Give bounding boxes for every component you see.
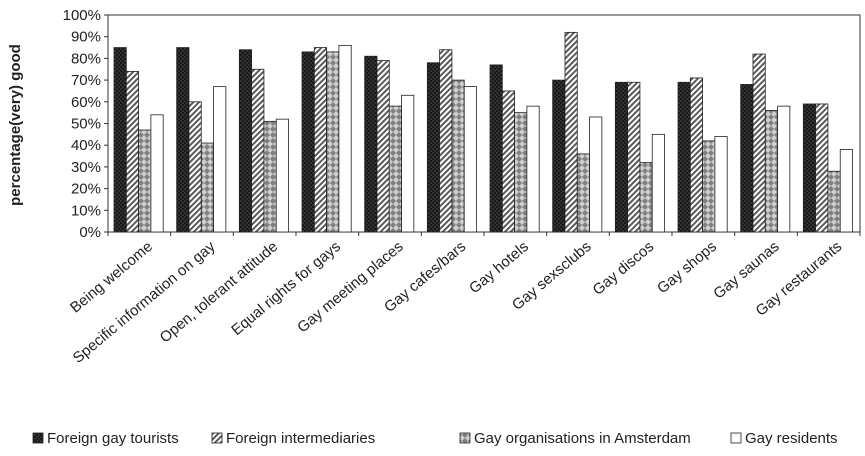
bar-gay-organisations-in-amsterdam-5 bbox=[388, 105, 402, 233]
bar-foreign-intermediaries-7 bbox=[501, 90, 515, 233]
bar-foreign-gay-tourists-12 bbox=[802, 103, 817, 233]
legend-label: Gay residents bbox=[745, 430, 838, 447]
bar-foreign-gay-tourists-6 bbox=[426, 62, 441, 233]
bar-foreign-gay-tourists-4 bbox=[301, 51, 315, 233]
bar-foreign-intermediaries-2 bbox=[188, 101, 202, 233]
bar-gay-residents-2 bbox=[213, 86, 227, 233]
bar-foreign-gay-tourists-9 bbox=[614, 81, 629, 233]
legend-swatch bbox=[211, 432, 223, 444]
bar-foreign-intermediaries-1 bbox=[125, 71, 140, 233]
legend-item: Gay residents bbox=[730, 430, 838, 447]
bar-foreign-gay-tourists-2 bbox=[176, 47, 190, 233]
y-axis-title: percentage(very) good bbox=[7, 44, 24, 206]
bar-gay-organisations-in-amsterdam-11 bbox=[764, 110, 778, 233]
bar-gay-residents-12 bbox=[839, 149, 853, 233]
category-label: Gay shops bbox=[654, 238, 720, 297]
bar-gay-organisations-in-amsterdam-2 bbox=[200, 142, 214, 233]
bar-foreign-intermediaries-4 bbox=[313, 47, 327, 233]
bar-foreign-intermediaries-8 bbox=[564, 31, 578, 233]
bar-foreign-intermediaries-5 bbox=[376, 60, 390, 233]
y-tick-label: 70% bbox=[71, 72, 101, 89]
bar-foreign-intermediaries-12 bbox=[815, 103, 829, 233]
category-label: Open, tolerant attitude bbox=[157, 238, 282, 346]
bar-foreign-gay-tourists-3 bbox=[238, 49, 253, 233]
legend-label: Gay organisations in Amsterdam bbox=[474, 430, 691, 447]
y-tick-label: 10% bbox=[71, 202, 101, 219]
y-tick-label: 40% bbox=[71, 137, 101, 154]
bar-foreign-gay-tourists-1 bbox=[113, 47, 127, 233]
bar-foreign-gay-tourists-8 bbox=[552, 79, 566, 233]
bar-gay-residents-11 bbox=[777, 105, 791, 233]
category-label: Gay meeting places bbox=[294, 238, 406, 336]
y-axis-title-group: percentage(very) good bbox=[7, 44, 24, 206]
bar-gay-residents-4 bbox=[338, 44, 352, 233]
bar-gay-residents-3 bbox=[275, 118, 289, 233]
y-tick-label: 90% bbox=[71, 29, 101, 46]
y-tick-label: 80% bbox=[71, 50, 101, 67]
legend-swatch bbox=[730, 432, 742, 444]
bar-gay-residents-10 bbox=[714, 136, 728, 233]
bar-gay-organisations-in-amsterdam-10 bbox=[702, 140, 716, 233]
y-tick-label: 0% bbox=[79, 224, 101, 241]
bar-gay-residents-9 bbox=[651, 133, 665, 233]
bar-gay-organisations-in-amsterdam-1 bbox=[138, 129, 152, 233]
category-label: Gay discos bbox=[589, 238, 657, 299]
y-tick-label: 60% bbox=[71, 94, 101, 111]
bar-gay-organisations-in-amsterdam-12 bbox=[827, 170, 841, 233]
bar-gay-organisations-in-amsterdam-9 bbox=[639, 162, 653, 233]
bar-foreign-intermediaries-9 bbox=[627, 81, 641, 233]
legend-item: Gay organisations in Amsterdam bbox=[459, 430, 691, 447]
legend-item: Foreign gay tourists bbox=[32, 430, 179, 447]
bar-foreign-intermediaries-3 bbox=[251, 68, 265, 233]
bar-gay-residents-6 bbox=[463, 86, 477, 233]
category-label: Gay hotels bbox=[466, 238, 532, 297]
plot-area bbox=[107, 14, 861, 236]
bar-gay-residents-1 bbox=[150, 114, 164, 233]
bar-gay-organisations-in-amsterdam-7 bbox=[514, 112, 528, 233]
legend-swatch bbox=[32, 432, 44, 444]
bar-gay-organisations-in-amsterdam-8 bbox=[576, 153, 590, 233]
bar-gay-organisations-in-amsterdam-3 bbox=[263, 120, 277, 233]
y-axis: 0% 10% 20% 30% 40% 50% 60% 70% 80% 90% 100% bbox=[63, 7, 108, 241]
bar-gay-organisations-in-amsterdam-4 bbox=[326, 51, 340, 233]
category-label: Equal rights for gays bbox=[228, 238, 344, 339]
legend-label: Foreign intermediaries bbox=[226, 430, 375, 447]
bar-foreign-gay-tourists-10 bbox=[677, 81, 691, 233]
legend-item: Foreign intermediaries bbox=[211, 430, 375, 447]
legend: Foreign gay tourists Foreign intermediari… bbox=[32, 430, 838, 447]
bar-gay-residents-8 bbox=[589, 116, 603, 233]
y-tick-label: 100% bbox=[63, 7, 101, 24]
bar-foreign-gay-tourists-11 bbox=[740, 84, 754, 233]
bar-foreign-intermediaries-6 bbox=[439, 49, 453, 233]
legend-label: Foreign gay tourists bbox=[47, 430, 179, 447]
bar-gay-organisations-in-amsterdam-6 bbox=[451, 79, 465, 233]
legend-swatch bbox=[459, 432, 471, 444]
bar-foreign-gay-tourists-7 bbox=[489, 64, 503, 233]
y-tick-label: 20% bbox=[71, 181, 101, 198]
bar-gay-residents-7 bbox=[526, 105, 540, 233]
bar-foreign-intermediaries-10 bbox=[689, 77, 703, 233]
bar-foreign-intermediaries-11 bbox=[752, 53, 766, 233]
y-tick-label: 30% bbox=[71, 159, 101, 176]
bar-foreign-gay-tourists-5 bbox=[364, 55, 378, 233]
y-tick-label: 50% bbox=[71, 116, 101, 133]
bar-gay-residents-5 bbox=[401, 94, 415, 233]
